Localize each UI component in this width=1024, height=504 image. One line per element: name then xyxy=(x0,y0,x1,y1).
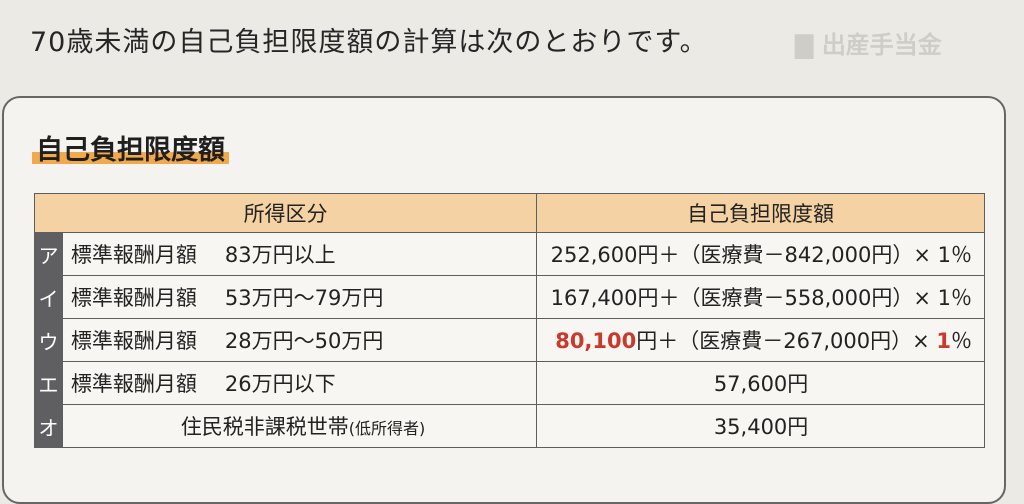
income-cell: 標準報酬月額 26万円以下 xyxy=(61,361,538,405)
table-row: ア 標準報酬月額 83万円以上 252,600円＋（医療費－842,000円）× … xyxy=(34,232,985,276)
amount-cell: 80,100円＋（医療費－267,000円）× 1％ xyxy=(536,318,985,362)
income-label: 標準報酬月額 xyxy=(70,372,197,396)
amount-unit: ％ xyxy=(951,329,972,353)
table-header-row: 所得区分 自己負担限度額 xyxy=(33,193,985,233)
amount-cell: 252,600円＋（医療費－842,000円）× 1％ xyxy=(536,232,985,276)
income-cell: 標準報酬月額 83万円以上 xyxy=(61,232,538,276)
amount-rate: 1 xyxy=(937,243,951,267)
table-row: エ 標準報酬月額 26万円以下 57,600円 xyxy=(34,361,985,405)
highlighted-base-amount: 80,100 xyxy=(555,329,637,353)
income-cell: 標準報酬月額 28万円～50万円 xyxy=(61,318,538,362)
income-label: 標準報酬月額 xyxy=(70,243,197,267)
income-note: (低所得者) xyxy=(348,419,426,438)
row-letter: ウ xyxy=(34,318,63,362)
limit-card: 自己負担限度額 所得区分 自己負担限度額 ア 標準報酬月額 83万円以上 252,… xyxy=(2,96,1006,504)
amount-formula: 167,400円＋（医療費－558,000円）× xyxy=(550,286,931,310)
income-range: 26万円以下 xyxy=(224,372,336,396)
income-cell: 住民税非課税世帯(低所得者) xyxy=(61,404,538,448)
amount-formula: 252,600円＋（医療費－842,000円）× xyxy=(550,243,931,267)
amount-unit: ％ xyxy=(951,243,972,267)
highlighted-rate: 1 xyxy=(936,329,951,353)
row-letter: ア xyxy=(34,232,63,276)
limit-table: 所得区分 自己負担限度額 ア 標準報酬月額 83万円以上 252,600円＋（医療… xyxy=(33,193,985,448)
intro-text: 70歳未満の自己負担限度額の計算は次のとおりです。 xyxy=(30,27,708,58)
income-cell: 標準報酬月額 53万円～79万円 xyxy=(61,275,538,319)
income-label: 住民税非課税世帯 xyxy=(180,415,349,439)
income-range: 83万円以上 xyxy=(224,243,336,267)
row-letter: イ xyxy=(34,275,63,319)
row-letter: エ xyxy=(34,361,63,405)
amount-unit: ％ xyxy=(951,286,972,310)
amount-formula: 円＋（医療費－267,000円）× xyxy=(636,329,930,353)
row-letter: オ xyxy=(34,404,63,448)
header-income-class: 所得区分 xyxy=(33,193,538,233)
income-label: 標準報酬月額 xyxy=(70,329,197,353)
header-limit-amount: 自己負担限度額 xyxy=(536,193,985,233)
table-row: ウ 標準報酬月額 28万円～50万円 80,100円＋（医療費－267,000円）… xyxy=(34,318,985,362)
table-row: オ 住民税非課税世帯(低所得者) 35,400円 xyxy=(34,404,985,448)
amount-cell: 35,400円 xyxy=(536,404,985,448)
income-label: 標準報酬月額 xyxy=(70,286,197,310)
amount-cell: 57,600円 xyxy=(536,361,985,405)
amount-cell: 167,400円＋（医療費－558,000円）× 1％ xyxy=(536,275,985,319)
income-range: 28万円～50万円 xyxy=(224,329,384,353)
card-title: 自己負担限度額 xyxy=(32,128,229,167)
background-bleed: ▇ 出産手当金 xyxy=(795,31,942,59)
income-range: 53万円～79万円 xyxy=(224,286,384,310)
table-row: イ 標準報酬月額 53万円～79万円 167,400円＋（医療費－558,000円… xyxy=(34,275,985,319)
amount-rate: 1 xyxy=(937,286,951,310)
